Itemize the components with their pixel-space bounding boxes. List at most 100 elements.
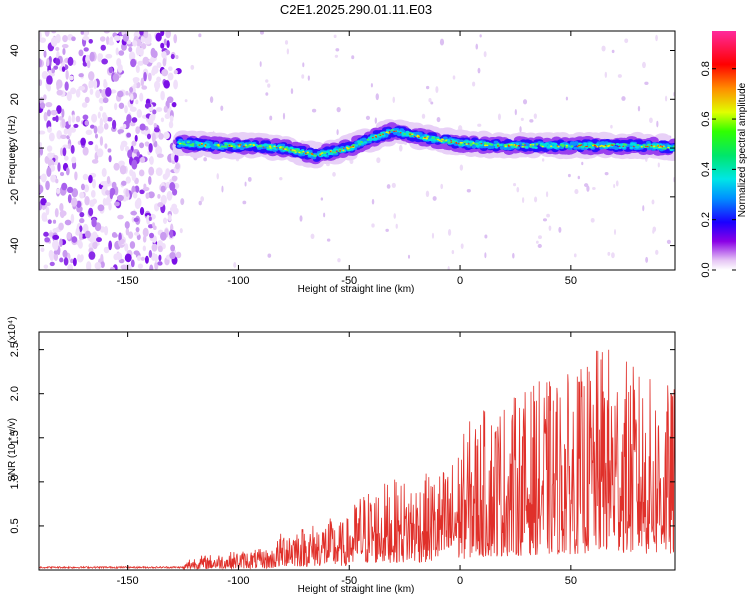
track-blob — [289, 149, 292, 151]
noise-speckle — [440, 183, 444, 190]
noise-speckle — [63, 128, 69, 135]
noise-speckle — [200, 196, 205, 202]
track-blob — [205, 145, 209, 149]
track-blob — [339, 150, 342, 152]
noise-speckle — [170, 53, 175, 60]
track-blob — [321, 152, 324, 154]
noise-speckle — [335, 48, 340, 52]
noise-speckle — [590, 217, 595, 223]
noise-speckle — [129, 93, 134, 101]
noise-speckle — [173, 69, 178, 75]
noise-speckle — [100, 261, 105, 268]
noise-speckle — [337, 258, 341, 263]
noise-speckle — [479, 34, 482, 38]
snr-series-line — [39, 349, 675, 570]
noise-speckle — [395, 223, 398, 229]
track-blob — [319, 154, 321, 156]
noise-speckle — [55, 115, 59, 123]
noise-speckle — [160, 194, 167, 205]
noise-speckle — [198, 33, 202, 38]
noise-speckle — [64, 155, 69, 161]
noise-speckle — [43, 264, 49, 269]
noise-speckle — [220, 105, 224, 111]
noise-speckle — [71, 236, 78, 243]
noise-speckle — [103, 246, 110, 254]
noise-speckle — [45, 102, 53, 108]
noise-speckle — [114, 102, 118, 111]
y-tick-label: 1.0 — [9, 474, 21, 489]
track-blob — [323, 152, 327, 154]
track-blob — [437, 138, 440, 141]
track-blob — [342, 147, 345, 149]
noise-speckle — [286, 48, 290, 55]
noise-speckle — [198, 200, 202, 206]
track-blob — [262, 144, 266, 147]
track-blob — [494, 146, 499, 149]
noise-speckle — [49, 261, 55, 267]
noise-speckle — [88, 251, 96, 260]
track-blob — [550, 145, 553, 148]
noise-speckle — [148, 175, 152, 185]
noise-speckle — [129, 122, 136, 127]
track-blob — [474, 142, 478, 145]
track-blob — [636, 144, 640, 146]
noise-speckle — [577, 175, 581, 180]
noise-speckle — [162, 57, 167, 67]
noise-speckle — [45, 202, 51, 207]
noise-speckle — [175, 55, 179, 60]
noise-speckle — [84, 184, 90, 193]
track-blob — [514, 144, 517, 146]
noise-speckle — [128, 51, 136, 62]
noise-speckle — [142, 235, 147, 243]
noise-speckle — [42, 217, 48, 222]
noise-speckle — [332, 172, 336, 177]
noise-speckle — [60, 134, 67, 140]
noise-speckle — [149, 264, 154, 270]
noise-speckle — [105, 87, 112, 97]
track-blob — [200, 143, 203, 145]
track-blob — [531, 146, 536, 149]
track-blob — [618, 146, 622, 149]
track-blob — [352, 145, 355, 148]
noise-speckle — [157, 194, 161, 199]
y-tick-label: 1.5 — [9, 430, 21, 445]
track-blob — [529, 143, 532, 146]
noise-speckle — [143, 71, 147, 82]
noise-speckle — [144, 255, 149, 264]
noise-speckle — [113, 253, 119, 261]
noise-speckle — [88, 80, 92, 89]
track-blob — [646, 147, 652, 151]
noise-speckle — [40, 247, 45, 253]
noise-speckle — [131, 171, 137, 182]
noise-speckle — [279, 177, 283, 181]
noise-speckle — [120, 140, 128, 148]
track-blob — [480, 143, 483, 145]
noise-speckle — [132, 191, 138, 199]
track-blob — [249, 143, 252, 146]
track-blob — [331, 151, 335, 154]
track-blob — [435, 136, 440, 139]
track-blob — [350, 146, 352, 148]
noise-speckle — [82, 173, 89, 181]
noise-speckle — [108, 66, 114, 74]
noise-speckle — [436, 116, 441, 123]
noise-speckle — [43, 111, 48, 122]
spectrogram-y-label: Frequency (Hz) — [7, 116, 18, 185]
noise-speckle — [157, 202, 164, 208]
noise-speckle — [131, 140, 137, 147]
track-blob — [443, 136, 448, 140]
noise-speckle — [166, 40, 170, 49]
track-blob — [193, 143, 198, 147]
track-blob — [186, 141, 190, 144]
noise-speckle — [85, 129, 93, 135]
track-blob — [454, 142, 460, 146]
noise-speckle — [45, 180, 50, 191]
noise-speckle — [637, 105, 641, 112]
noise-speckle — [144, 141, 150, 147]
noise-speckle — [516, 186, 520, 193]
track-blob — [329, 151, 332, 153]
track-blob — [246, 144, 250, 147]
noise-speckle — [90, 189, 96, 198]
noise-speckle — [68, 115, 72, 125]
noise-speckle — [47, 219, 52, 225]
